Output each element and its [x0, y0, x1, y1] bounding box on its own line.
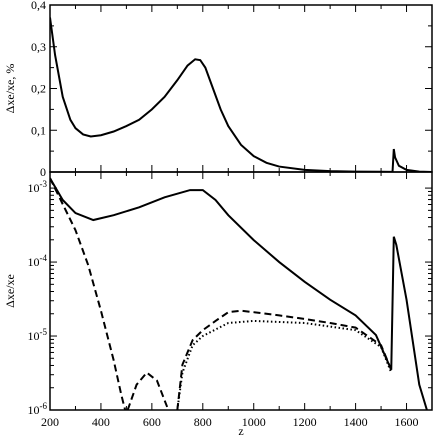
y-tick-base: 10	[28, 255, 40, 269]
line-series	[126, 371, 169, 410]
y-tick-exponent: -3	[40, 179, 48, 189]
y-tick-label: 0,4	[31, 0, 46, 12]
y-tick-exponent: -5	[40, 327, 48, 337]
y-tick-label: 0,1	[31, 123, 46, 137]
line-series	[50, 17, 432, 172]
x-tick-label: 1400	[344, 415, 368, 429]
x-tick-label: 1200	[293, 415, 317, 429]
line-series	[176, 319, 393, 410]
y-tick-exponent: -4	[40, 253, 48, 263]
x-tick-label: 600	[143, 415, 161, 429]
x-tick-label: 1000	[242, 415, 266, 429]
x-tick-label: 800	[194, 415, 212, 429]
x-tick-label: 400	[92, 415, 110, 429]
x-tick-label: 200	[41, 415, 59, 429]
line-series	[50, 177, 428, 410]
y-tick-label: 10-6	[28, 401, 48, 417]
line-series	[50, 177, 127, 410]
y-tick-label: 10-4	[28, 253, 48, 269]
y-axis-label: Δxe/xe, %	[3, 64, 17, 114]
x-axis-label: z	[238, 424, 243, 436]
plot-frame	[49, 4, 433, 173]
y-tick-exponent: -6	[40, 401, 48, 411]
y-tick-label: 0,2	[31, 82, 46, 96]
y-tick-base: 10	[28, 181, 40, 195]
y-axis-label: Δxe/xe	[3, 274, 17, 308]
y-tick-base: 10	[28, 403, 40, 417]
x-tick-label: 1600	[395, 415, 419, 429]
y-tick-label: 0	[40, 165, 46, 179]
y-tick-label: 10-5	[28, 327, 48, 343]
y-tick-label: 10-3	[28, 179, 48, 195]
y-tick-base: 10	[28, 329, 40, 343]
plot-frame	[49, 171, 433, 411]
y-tick-label: 0,3	[31, 40, 46, 54]
line-series	[176, 309, 393, 410]
